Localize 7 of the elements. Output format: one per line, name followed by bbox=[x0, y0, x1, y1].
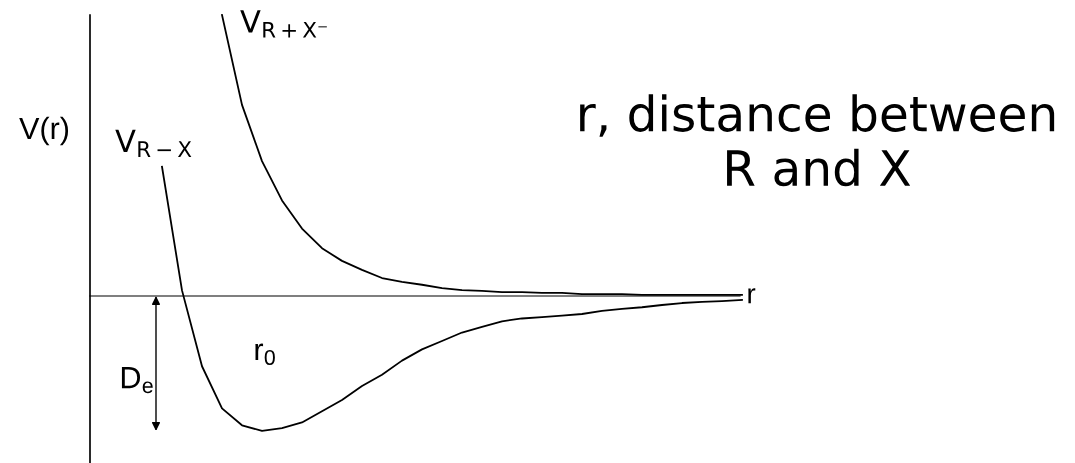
series-label: V$_{R+X⁻}$ bbox=[240, 10, 327, 38]
annotation: r$_{0}$ bbox=[255, 343, 275, 366]
series-label: V$_{R−X}$ bbox=[115, 129, 192, 157]
annotation: D$_{e}$ bbox=[121, 367, 153, 394]
annotation: r, distance between R and X bbox=[580, 94, 1055, 187]
x-axis-title: r bbox=[748, 288, 756, 304]
y-axis-title: V(r) bbox=[19, 116, 69, 146]
